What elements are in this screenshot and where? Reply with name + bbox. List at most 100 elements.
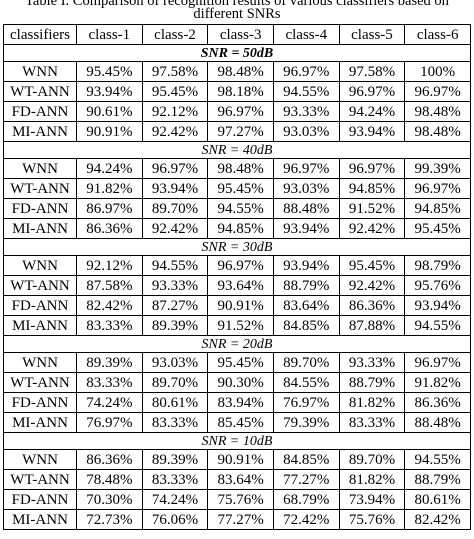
value-cell: 68.79%: [272, 489, 340, 510]
value-cell: 75.76%: [338, 509, 406, 530]
value-cell: 93.64%: [207, 275, 274, 296]
value-cell: 74.24%: [76, 392, 143, 413]
value-cell: 96.97%: [207, 101, 274, 122]
data-row: WT-ANN 83.33% 89.70% 90.30% 84.55% 88.79% 91.8…: [3, 372, 471, 393]
value-cell: 73.94%: [338, 489, 406, 510]
value-cell: 94.55%: [272, 81, 340, 102]
value-cell: 98.48%: [207, 61, 274, 82]
classifier-cell: WT-ANN: [3, 275, 77, 296]
snr-row: SNR = 20dB: [3, 335, 471, 353]
value-cell: 90.91%: [207, 449, 274, 470]
value-cell: 90.91%: [76, 121, 143, 142]
value-cell: 75.76%: [207, 489, 274, 510]
value-cell: 89.70%: [272, 352, 340, 373]
value-cell: 93.03%: [141, 352, 209, 373]
value-cell: 88.48%: [272, 198, 340, 219]
value-cell: 86.36%: [338, 295, 406, 316]
value-cell: 83.64%: [272, 295, 340, 316]
data-row: WT-ANN 91.82% 93.94% 95.45% 93.03% 94.85% 96.9…: [3, 178, 471, 199]
classifier-cell: WT-ANN: [3, 469, 77, 490]
value-cell: 83.33%: [141, 469, 209, 490]
value-cell: 84.55%: [272, 372, 340, 393]
classifier-cell: FD-ANN: [3, 392, 77, 413]
value-cell: 79.39%: [272, 412, 340, 433]
value-cell: 86.36%: [404, 392, 471, 413]
value-cell: 88.48%: [404, 412, 471, 433]
classifier-cell: MI-ANN: [3, 218, 77, 239]
value-cell: 98.48%: [404, 101, 471, 122]
data-row: MI-ANN 86.36% 92.42% 94.85% 93.94% 92.42% 95.4…: [3, 218, 471, 239]
value-cell: 91.82%: [404, 372, 471, 393]
value-cell: 100%: [404, 61, 471, 82]
value-cell: 89.39%: [76, 352, 143, 373]
value-cell: 96.97%: [404, 178, 471, 199]
classifier-cell: WNN: [3, 61, 77, 82]
value-cell: 96.97%: [141, 158, 209, 179]
value-cell: 84.85%: [272, 449, 340, 470]
classifier-cell: FD-ANN: [3, 198, 77, 219]
value-cell: 95.76%: [404, 275, 471, 296]
value-cell: 76.97%: [76, 412, 143, 433]
value-cell: 88.79%: [404, 469, 471, 490]
data-row: WNN 95.45% 97.58% 98.48% 96.97% 97.58% 100%: [3, 61, 471, 82]
value-cell: 77.27%: [272, 469, 340, 490]
snr-label: SNR = 40dB: [3, 141, 471, 159]
value-cell: 95.45%: [207, 352, 274, 373]
data-row: FD-ANN 90.61% 92.12% 96.97% 93.33% 94.24% 98.4…: [3, 101, 471, 122]
header-cell: class-1: [76, 24, 143, 45]
value-cell: 81.82%: [338, 392, 406, 413]
value-cell: 96.97%: [272, 61, 340, 82]
snr-label: SNR = 50dB: [3, 44, 471, 62]
value-cell: 95.45%: [404, 218, 471, 239]
classifier-cell: WNN: [3, 449, 77, 470]
value-cell: 81.82%: [338, 469, 406, 490]
snr-label: SNR = 30dB: [3, 238, 471, 256]
value-cell: 95.45%: [141, 81, 209, 102]
value-cell: 87.58%: [76, 275, 143, 296]
value-cell: 97.58%: [141, 61, 209, 82]
value-cell: 72.42%: [272, 509, 340, 530]
data-row: WNN 89.39% 93.03% 95.45% 89.70% 93.33% 96.97%: [3, 352, 471, 373]
value-cell: 93.94%: [272, 255, 340, 276]
classifier-cell: WNN: [3, 158, 77, 179]
data-row: WNN 86.36% 89.39% 90.91% 84.85% 89.70% 94.55%: [3, 449, 471, 470]
header-cell: class-4: [272, 24, 340, 45]
classifier-cell: WT-ANN: [3, 372, 77, 393]
data-row: FD-ANN 74.24% 80.61% 83.94% 76.97% 81.82% 86.3…: [3, 392, 471, 413]
value-cell: 85.45%: [207, 412, 274, 433]
value-cell: 96.97%: [207, 255, 274, 276]
value-cell: 83.64%: [207, 469, 274, 490]
value-cell: 96.97%: [404, 81, 471, 102]
value-cell: 96.97%: [272, 158, 340, 179]
value-cell: 93.94%: [76, 81, 143, 102]
value-cell: 89.70%: [141, 198, 209, 219]
value-cell: 93.03%: [272, 121, 340, 142]
value-cell: 97.58%: [338, 61, 406, 82]
data-row: WT-ANN 78.48% 83.33% 83.64% 77.27% 81.82% 88.7…: [3, 469, 471, 490]
classifier-cell: WNN: [3, 255, 77, 276]
value-cell: 89.39%: [141, 449, 209, 470]
value-cell: 88.79%: [272, 275, 340, 296]
value-cell: 93.94%: [338, 121, 406, 142]
header-cell: class-5: [338, 24, 406, 45]
data-row: WT-ANN 87.58% 93.33% 93.64% 88.79% 92.42% 95.7…: [3, 275, 471, 296]
value-cell: 92.42%: [141, 121, 209, 142]
classifier-cell: MI-ANN: [3, 412, 77, 433]
value-cell: 91.52%: [338, 198, 406, 219]
value-cell: 86.36%: [76, 449, 143, 470]
value-cell: 95.45%: [76, 61, 143, 82]
data-row: MI-ANN 76.97% 83.33% 85.45% 79.39% 83.33% 88.4…: [3, 412, 471, 433]
value-cell: 97.27%: [207, 121, 274, 142]
value-cell: 70.30%: [76, 489, 143, 510]
value-cell: 89.39%: [141, 315, 209, 336]
value-cell: 92.12%: [76, 255, 143, 276]
value-cell: 92.42%: [338, 275, 406, 296]
value-cell: 82.42%: [404, 509, 471, 530]
value-cell: 84.85%: [272, 315, 340, 336]
classifier-cell: MI-ANN: [3, 509, 77, 530]
classifier-cell: WT-ANN: [3, 178, 77, 199]
value-cell: 94.55%: [404, 449, 471, 470]
value-cell: 96.97%: [338, 81, 406, 102]
value-cell: 91.82%: [76, 178, 143, 199]
